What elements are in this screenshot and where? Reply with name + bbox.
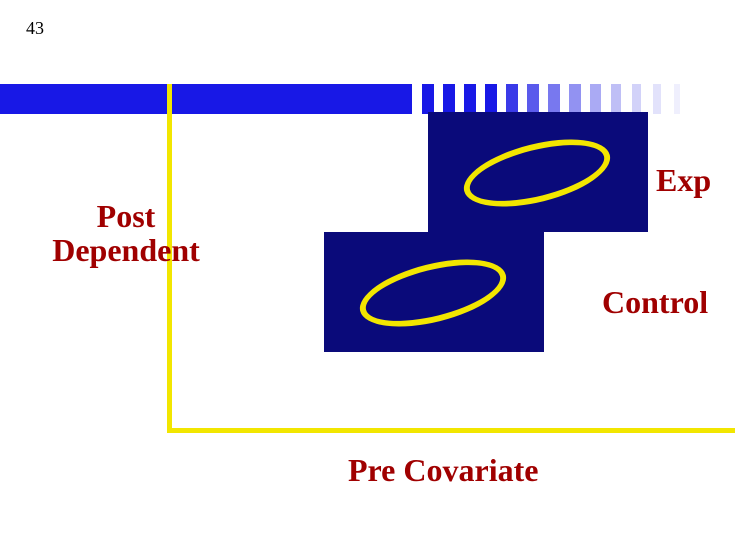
y-axis-label-line2: Dependent [44,234,208,268]
label-control: Control [602,286,708,320]
x-axis [167,428,735,433]
title-bar-main [0,84,412,114]
slide-stage: 43 Exp Control Post Dependent Pre Covari… [0,0,756,540]
title-bar-tick [590,84,601,114]
title-bar-tick [527,84,539,114]
title-bar-tick [632,84,641,114]
title-bar-tick [611,84,621,114]
y-axis-label-line1: Post [44,200,208,234]
page-number: 43 [26,18,44,39]
x-axis-label: Pre Covariate [348,454,538,488]
title-bar-tick [569,84,581,114]
title-bar-tick [485,84,497,114]
title-bar-tick [506,84,518,114]
label-exp: Exp [656,164,711,198]
title-bar-tick [443,84,455,114]
title-bar-tick [464,84,476,114]
title-bar-tick [674,84,680,114]
title-bar-tick [422,84,434,114]
title-bar-tick [653,84,661,114]
title-bar-tick [548,84,560,114]
